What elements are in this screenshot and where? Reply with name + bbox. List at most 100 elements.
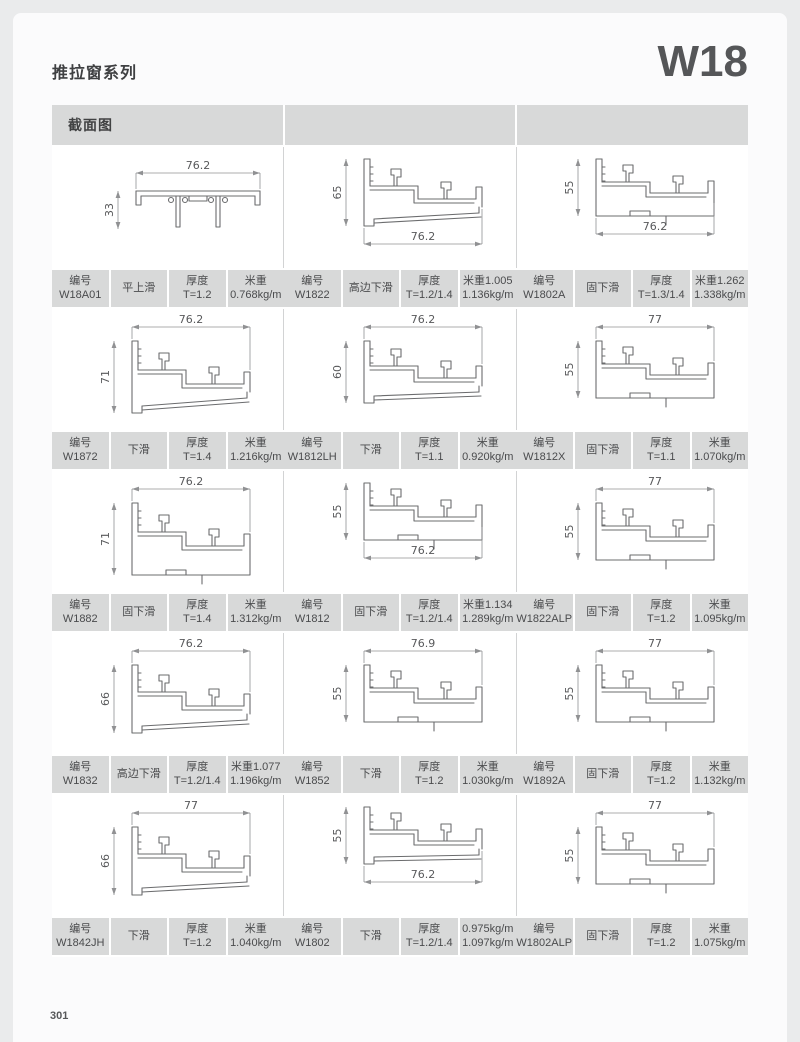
profile-cell: 76.2 55 编号 W1802 下滑 厚度 T=1.2/1.4 0.975kg/m 1.097…	[284, 795, 516, 957]
section-drawing: 76.2 66	[99, 637, 251, 734]
code-label: 编号	[69, 437, 92, 449]
spec-subcell: 固下滑	[574, 918, 631, 955]
profile-cell: 76.2 33 编号 W18A01 平上滑 厚度 T=1.2 米重 0.768kg/m	[52, 147, 284, 309]
spec-strip: 编号 W1882 固下滑 厚度 T=1.4 米重 1.312kg/m	[52, 592, 284, 633]
spec-strip: 编号 W1802A 固下滑 厚度 T=1.3/1.4 米重1.262 1.338kg/m	[516, 268, 748, 309]
spec-subcell: 下滑	[110, 918, 167, 955]
spec-subcell: 编号 W1842JH	[52, 918, 109, 955]
spec-subcell: 厚度 T=1.3/1.4	[633, 270, 690, 307]
thickness-value: T=1.2	[415, 774, 444, 787]
spec-subcell: 厚度 T=1.2	[401, 756, 458, 793]
profile-type: 下滑	[127, 929, 150, 942]
profile-type: 固下滑	[122, 605, 156, 618]
spec-subcell: 厚度 T=1.1	[401, 432, 458, 469]
profile-code: W1852	[294, 774, 330, 787]
profile-cell: 76.2 60 编号 W1812LH 下滑 厚度 T=1.1 米重 0.920kg/m	[284, 309, 516, 471]
code-label: 编号	[533, 275, 556, 287]
spec-strip: 编号 W1812 固下滑 厚度 T=1.2/1.4 米重1.134 1.289kg/m	[284, 592, 516, 633]
spec-subcell: 编号 W18A01	[52, 270, 109, 307]
spec-strip: 编号 W18A01 平上滑 厚度 T=1.2 米重 0.768kg/m	[52, 268, 284, 309]
weight-label: 米重	[708, 437, 731, 449]
section-drawing: 76.2 60	[331, 313, 483, 404]
profile-type: 下滑	[127, 443, 150, 456]
spec-subcell: 编号 W1802ALP	[516, 918, 573, 955]
weight-value: 1.097kg/m	[462, 936, 514, 949]
spec-subcell: 厚度 T=1.2	[633, 594, 690, 631]
thickness-label: 厚度	[650, 923, 673, 935]
weight-label: 米重	[708, 761, 731, 773]
spec-subcell: 固下滑	[574, 594, 631, 631]
spec-subcell: 编号 W1892A	[516, 756, 573, 793]
spec-subcell: 高边下滑	[110, 756, 167, 793]
svg-text:76.9: 76.9	[411, 637, 436, 650]
section-drawing: 76.2 71	[99, 313, 251, 414]
spec-subcell: 0.975kg/m 1.097kg/m	[459, 918, 516, 955]
spec-subcell: 厚度 T=1.2/1.4	[169, 756, 226, 793]
profile-type: 下滑	[359, 929, 382, 942]
weight-value: 1.132kg/m	[694, 774, 746, 787]
profile-cell: 77 55 编号 W1812X 固下滑 厚度 T=1.1 米重 1.070kg/m	[516, 309, 748, 471]
thickness-value: T=1.3/1.4	[637, 288, 685, 301]
svg-text:77: 77	[648, 799, 662, 812]
thickness-value: T=1.4	[183, 612, 212, 625]
page-number: 301	[50, 1010, 69, 1022]
weight-value: 1.136kg/m	[462, 288, 514, 301]
spec-subcell: 米重 1.070kg/m	[691, 432, 748, 469]
svg-text:55: 55	[331, 829, 344, 843]
svg-text:55: 55	[563, 181, 576, 195]
spec-subcell: 厚度 T=1.1	[633, 432, 690, 469]
profile-code: W1812LH	[287, 450, 337, 463]
thickness-label: 厚度	[650, 761, 673, 773]
weight-value: 1.030kg/m	[462, 774, 514, 787]
thickness-label: 厚度	[650, 437, 673, 449]
spec-subcell: 固下滑	[110, 594, 167, 631]
thickness-value: T=1.2/1.4	[173, 774, 221, 787]
svg-text:55: 55	[563, 849, 576, 863]
svg-text:55: 55	[331, 687, 344, 701]
spec-subcell: 编号 W1832	[52, 756, 109, 793]
section-drawing: 77 55	[563, 637, 715, 732]
weight-value: 1.070kg/m	[694, 450, 746, 463]
svg-text:55: 55	[563, 363, 576, 377]
profile-type: 高边下滑	[116, 767, 161, 780]
table-header-cell	[284, 105, 516, 145]
profile-code: W1892A	[523, 774, 566, 787]
spec-strip: 编号 W1832 高边下滑 厚度 T=1.2/1.4 米重1.077 1.196kg/m	[52, 754, 284, 795]
profile-type: 固下滑	[586, 929, 620, 942]
spec-subcell: 米重1.077 1.196kg/m	[227, 756, 284, 793]
profile-code: W18A01	[59, 288, 102, 301]
profile-code: W1802A	[523, 288, 566, 301]
spec-subcell: 编号 W1822ALP	[516, 594, 573, 631]
section-drawing: 76.2 71	[99, 475, 251, 585]
section-drawing: 76.2 55	[331, 482, 483, 561]
weight-label: 米重1.134	[462, 599, 513, 611]
profile-type: 下滑	[359, 767, 382, 780]
thickness-label: 厚度	[418, 923, 441, 935]
code-label: 编号	[301, 437, 324, 449]
spec-subcell: 固下滑	[574, 432, 631, 469]
spec-strip: 编号 W1842JH 下滑 厚度 T=1.2 米重 1.040kg/m	[52, 916, 284, 957]
weight-value: 1.196kg/m	[230, 774, 282, 787]
profile-code: W1822	[294, 288, 330, 301]
profile-type: 下滑	[359, 443, 382, 456]
spec-subcell: 米重 1.312kg/m	[227, 594, 284, 631]
thickness-label: 厚度	[186, 275, 209, 287]
profile-cell: 77 55 编号 W1802ALP 固下滑 厚度 T=1.2 米重 1.075kg/m	[516, 795, 748, 957]
svg-text:76.2: 76.2	[411, 230, 436, 243]
spec-strip: 编号 W1822ALP 固下滑 厚度 T=1.2 米重 1.095kg/m	[516, 592, 748, 633]
weight-label: 米重1.262	[694, 275, 745, 287]
spec-subcell: 米重 1.030kg/m	[459, 756, 516, 793]
code-label: 编号	[301, 923, 324, 935]
section-drawing: 76.2 65	[331, 158, 483, 247]
svg-text:55: 55	[563, 525, 576, 539]
weight-label: 米重1.005	[462, 275, 513, 287]
spec-strip: 编号 W1892A 固下滑 厚度 T=1.2 米重 1.132kg/m	[516, 754, 748, 795]
profile-code: W1872	[62, 450, 98, 463]
profile-cell: 76.9 55 编号 W1852 下滑 厚度 T=1.2 米重 1.030kg/m	[284, 633, 516, 795]
svg-text:55: 55	[331, 505, 344, 519]
svg-text:76.2: 76.2	[179, 313, 204, 326]
weight-value: 1.289kg/m	[462, 612, 514, 625]
svg-text:77: 77	[648, 637, 662, 650]
spec-subcell: 厚度 T=1.2	[633, 756, 690, 793]
table-row: 76.2 66 编号 W1832 高边下滑 厚度 T=1.2/1.4 米重1.077 1.196…	[52, 633, 748, 795]
